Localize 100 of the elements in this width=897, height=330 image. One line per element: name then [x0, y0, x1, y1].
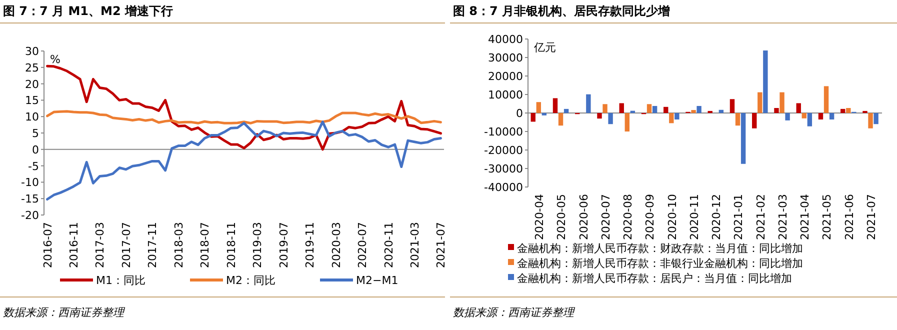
x-tick-label: 2017-03 — [94, 222, 107, 268]
bar — [818, 113, 824, 120]
x-tick-label: 2017-07 — [120, 222, 133, 268]
x-tick-label: 2021-03 — [408, 222, 422, 268]
bar — [586, 94, 591, 113]
x-tick-label: 2020-03 — [330, 222, 343, 268]
bar — [774, 108, 779, 113]
line-series — [46, 64, 442, 151]
bar — [796, 103, 801, 113]
y-tick-label: 10 — [25, 110, 39, 124]
bar — [785, 113, 790, 120]
bar — [780, 92, 784, 113]
chart-title: 图 8：7 月非银机构、居民存款同比少增 — [453, 4, 670, 18]
x-tick-label: 2020-07 — [599, 194, 612, 240]
bar — [718, 110, 724, 113]
x-tick-label: 2020-11 — [382, 222, 396, 268]
bar — [763, 50, 768, 113]
x-tick-label: 2019-07 — [277, 222, 290, 268]
x-tick-label: 2016-11 — [68, 222, 81, 268]
source-note: 数据来源：西南证券整理 — [453, 306, 576, 319]
bar — [669, 113, 674, 124]
x-tick-label: 2018-03 — [172, 222, 186, 268]
bar — [652, 106, 658, 113]
bar — [824, 86, 829, 113]
legend-label: M2：同比 — [226, 274, 276, 287]
bar — [807, 113, 812, 126]
bar — [840, 108, 846, 113]
x-tick-label: 2020-09 — [644, 194, 657, 240]
bar — [874, 113, 878, 124]
bar — [829, 113, 834, 120]
bar — [602, 104, 608, 113]
y-tick-label: -20 — [21, 209, 39, 222]
x-tick-label: 2018-07 — [198, 222, 212, 268]
x-tick-label: 2021-01 — [732, 194, 746, 240]
y-tick-label: 20 — [25, 78, 39, 91]
line-series — [46, 110, 442, 124]
x-tick-label: 2021-02 — [754, 194, 768, 240]
line-series — [46, 120, 442, 201]
y-tick-label: -5 — [28, 160, 39, 173]
y-tick-label: 40000 — [488, 33, 523, 46]
legend-label: 金融机构：新增人民币存款：非银行业金融机构：同比增加 — [517, 257, 803, 270]
y-tick-label: -15 — [21, 192, 39, 206]
bar — [664, 106, 668, 113]
x-tick-label: 2020-06 — [577, 194, 590, 240]
source-note: 数据来源：西南证券整理 — [3, 306, 126, 319]
chart-title: 图 7：7 月 M1、M2 增速下行 — [3, 4, 173, 18]
x-tick-label: 2016-07 — [41, 222, 54, 268]
legend-label: M2−M1 — [356, 274, 398, 287]
y-tick-label: -10 — [21, 176, 39, 190]
x-tick-label: 2019-03 — [251, 222, 264, 268]
y-tick-label: 25 — [25, 61, 39, 74]
y-axis-title: 亿元 — [533, 41, 556, 54]
x-tick-label: 2021-06 — [842, 194, 856, 240]
bar — [802, 113, 806, 118]
legend-label: 金融机构：新增人民币存款：财政存款：当月值：同比增加 — [517, 242, 803, 255]
bar — [536, 102, 541, 113]
y-tick-label: 30000 — [488, 52, 523, 64]
y-tick-label: 10000 — [488, 88, 523, 102]
y-tick-label: 0 — [516, 107, 523, 120]
bar — [735, 113, 740, 126]
bar — [846, 108, 851, 113]
bar — [558, 113, 564, 126]
bar — [752, 113, 757, 128]
bar — [730, 99, 735, 113]
x-tick-label: 2020-08 — [622, 194, 635, 240]
bar — [740, 113, 746, 164]
y-tick-label: 30 — [25, 45, 39, 58]
x-tick-label: 2017-11 — [146, 222, 160, 268]
bar — [564, 108, 569, 113]
bar — [608, 113, 613, 124]
x-tick-label: 2020-12 — [710, 194, 724, 240]
y-tick-label: 15 — [25, 94, 39, 108]
bar — [597, 113, 602, 119]
y-tick-label: -10000 — [484, 126, 523, 138]
bar — [696, 106, 702, 113]
bar — [758, 92, 762, 113]
y-tick-label: -30000 — [484, 162, 523, 176]
x-tick-label: 2021-07 — [864, 194, 878, 240]
y-tick-label: 20000 — [488, 70, 523, 83]
y-tick-label: 5 — [32, 127, 39, 140]
bar — [530, 113, 536, 122]
x-tick-label: 2021-03 — [776, 194, 790, 240]
bar — [624, 113, 630, 132]
legend-label: M1：同比 — [96, 274, 146, 287]
bar — [674, 113, 680, 120]
x-tick-label: 2020-04 — [533, 194, 546, 240]
x-tick-label: 2020-10 — [666, 194, 679, 240]
x-tick-label: 2020-07 — [356, 222, 370, 268]
bar — [868, 113, 873, 128]
x-tick-label: 2021-07 — [434, 222, 448, 268]
bar — [552, 98, 558, 113]
bar — [646, 104, 652, 113]
bar — [619, 103, 624, 113]
y-axis-title: % — [50, 53, 60, 66]
x-tick-label: 2021-04 — [798, 194, 812, 240]
x-tick-label: 2018-11 — [224, 222, 238, 268]
y-tick-label: -40000 — [484, 181, 523, 194]
y-tick-label: 0 — [32, 143, 39, 156]
legend-label: 金融机构：新增人民币存款：居民户：当月值：同比增加 — [517, 272, 792, 285]
bar — [691, 110, 696, 113]
